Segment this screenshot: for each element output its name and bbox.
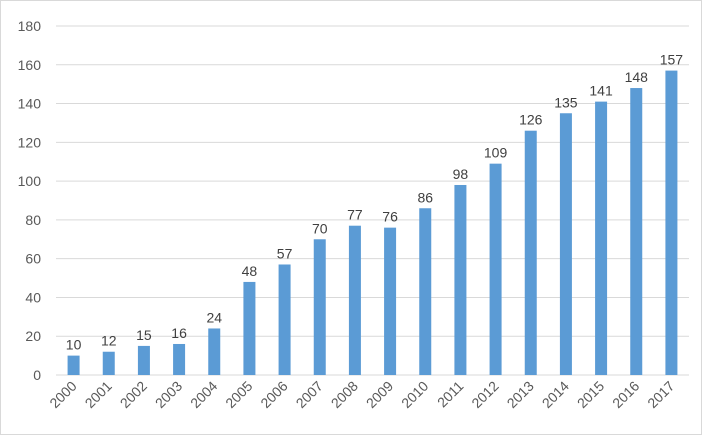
bar [243,281,256,375]
x-tick-label: 2005 [222,378,255,411]
x-tick-label: 2003 [152,378,185,411]
data-labels: 10 12 15 16 24 48 57 70 77 76 86 98 109 126 135 141 148 1… [66,52,684,353]
x-tick-label: 2016 [609,378,642,411]
data-label: 126 [519,112,543,128]
data-label: 98 [453,166,469,182]
x-tick-label: 2012 [468,378,501,411]
data-label: 157 [660,52,684,68]
bar [595,101,608,375]
bar [419,208,432,375]
data-label: 141 [589,83,613,99]
y-tick-label: 40 [25,289,41,305]
bar [665,70,678,375]
x-tick-label: 2014 [539,378,572,411]
data-label: 48 [242,263,258,279]
y-tick-label: 140 [18,96,42,112]
bar [278,264,291,375]
y-tick-label: 80 [25,212,41,228]
data-label: 76 [382,209,398,225]
x-tick-label: 2015 [574,378,607,411]
data-label: 148 [625,69,649,85]
bar [524,130,537,375]
y-tick-label: 60 [25,251,41,267]
x-tick-label: 2004 [187,378,220,411]
data-label: 10 [66,337,82,353]
x-tick-label: 2006 [257,378,290,411]
x-tick-label: 2007 [293,378,326,411]
x-tick-label: 2011 [434,378,467,411]
y-tick-label: 180 [18,18,42,34]
bar [630,88,643,376]
bar [348,225,361,375]
data-label: 12 [101,333,117,349]
data-label: 15 [136,327,152,343]
bar [173,343,186,375]
y-axis-ticks: 0 20 40 60 80 100 120 140 160 180 [18,18,42,383]
data-label: 24 [206,309,222,325]
y-tick-label: 20 [25,328,41,344]
y-tick-label: 120 [18,134,42,150]
bar [454,184,467,375]
data-label: 86 [417,189,433,205]
data-label: 16 [171,325,187,341]
bars [67,70,678,376]
bar [208,328,221,375]
x-tick-label: 2013 [504,378,537,411]
bar [137,345,150,375]
y-tick-label: 0 [33,367,41,383]
x-axis-ticks: 2000 2001 2002 2003 2004 2005 2006 2007 2008 2009… [46,378,677,411]
x-tick-label: 2000 [46,378,79,411]
bar [384,227,397,375]
bar [102,351,115,375]
bar [489,163,502,375]
x-tick-label: 2002 [117,378,150,411]
data-label: 77 [347,207,363,223]
bar [67,355,80,375]
data-label: 109 [484,145,508,161]
data-label: 135 [554,94,578,110]
x-tick-label: 2017 [644,378,677,411]
y-tick-label: 160 [18,57,42,73]
x-tick-label: 2008 [328,378,361,411]
x-tick-label: 2010 [398,378,431,411]
data-label: 57 [277,245,293,261]
gridlines [56,25,689,376]
x-tick-label: 2001 [82,378,115,411]
x-tick-label: 2009 [363,378,396,411]
bar [559,113,572,375]
bar [313,239,326,375]
data-label: 70 [312,220,328,236]
y-tick-label: 100 [18,173,42,189]
